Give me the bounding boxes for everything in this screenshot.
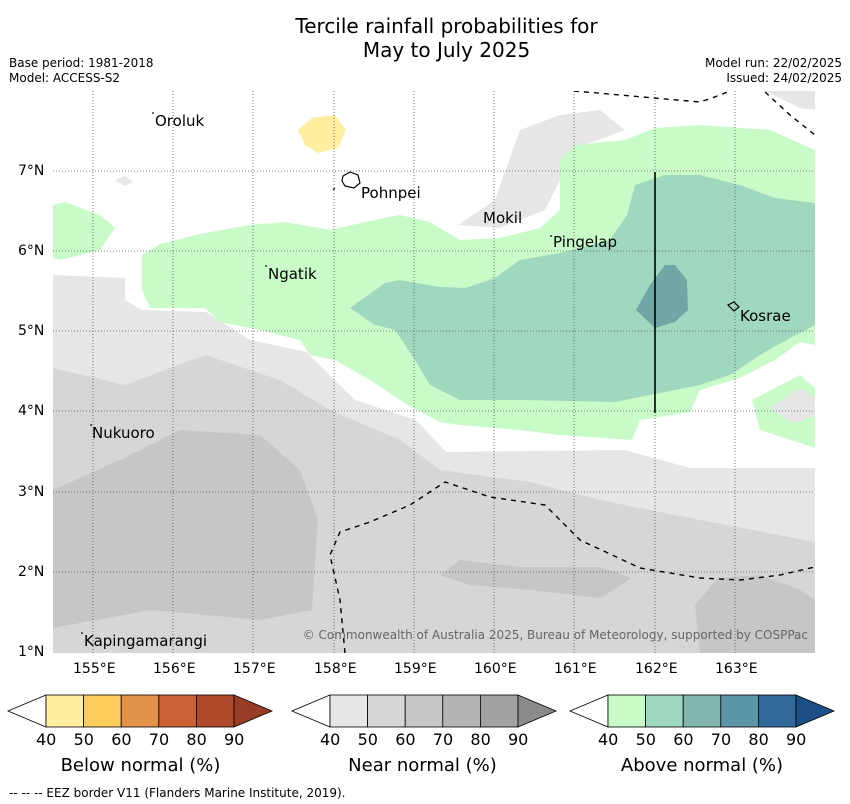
lat-label: 4°N [18,403,45,419]
lon-label: 160°E [474,661,517,677]
colorbar-below-normal [6,694,274,728]
colorbar-tick-label: 40 [598,730,619,749]
colorbar-segment [479,694,519,728]
colorbar-tick-label: 60 [395,730,416,749]
colorbar-segment [682,694,722,728]
lon-label: 155°E [73,661,116,677]
colorbars [6,694,836,728]
colorbar-segment [367,694,406,728]
colorbar-tick-label: 70 [710,730,732,749]
kosrae-island-icon [726,301,740,312]
pohnpei-island-icon [341,171,361,189]
colorbar-tick-label: 40 [320,730,341,749]
colorbar-segment [45,694,84,728]
colorbar-tick-label: 50 [357,730,378,749]
colorbar-tick-label: 80 [748,730,769,749]
colorbar-tick-label: 50 [73,730,94,749]
model-run-text: Model run: 22/02/2025 [704,56,842,70]
colorbar-tick-label: 60 [111,730,132,749]
near-normal-label: Near normal (%) [348,755,497,776]
lon-label: 162°E [635,661,678,677]
place-label-ngatik: Ngatik [268,265,317,283]
islet-icon [332,187,336,191]
colorbar-segment [120,694,160,728]
colorbar-tick-label: 90 [224,730,245,749]
colorbar-segment [758,694,797,728]
base-period-text: Base period: 1981-2018 [9,56,154,70]
colorbar-segment [83,694,122,728]
colorbar-near-normal [290,694,558,728]
colorbar-tick-label: 50 [635,730,656,749]
colorbar-tick-label: 60 [673,730,694,749]
eez-footnote: -- -- -- EEZ border V11 (Flanders Marine… [9,786,346,800]
place-label-nukuoro: Nukuoro [92,424,155,442]
colorbar-segment [290,694,331,728]
colorbar-segment [795,694,836,728]
lon-label: 156°E [153,661,196,677]
issued-text: Issued: 24/02/2025 [726,71,842,85]
colorbar-segment [517,694,558,728]
lat-label: 5°N [18,323,45,339]
place-label-pohnpei: Pohnpei [361,184,421,202]
probability-field [53,91,815,653]
place-label-mokil: Mokil [483,209,523,227]
colorbar-segment [195,694,235,728]
lat-label: 6°N [18,243,45,259]
island-outlines [332,171,740,312]
colorbar-segment [6,694,47,728]
colorbar-tick-label: 70 [432,730,454,749]
colorbar-segment [720,694,759,728]
eez-border [329,91,815,653]
colorbar-tick-label: 80 [186,730,207,749]
lon-label: 157°E [233,661,276,677]
lat-label: 3°N [18,484,45,500]
place-label-oroluk: Oroluk [155,112,205,130]
copyright-text: © Commonwealth of Australia 2025, Bureau… [302,628,808,642]
lon-label: 163°E [715,661,758,677]
map-title-line2: May to July 2025 [362,38,531,62]
colorbar-above-normal [568,694,836,728]
colorbar-segment [158,694,197,728]
colorbar-tick-label: 80 [470,730,491,749]
colorbar-segment [404,694,444,728]
lon-label: 158°E [314,661,357,677]
above-normal-label: Above normal (%) [620,755,784,776]
lon-label: 159°E [394,661,437,677]
colorbar-segment [607,694,646,728]
model-text: Model: ACCESS-S2 [9,71,121,85]
lon-label: 161°E [554,661,597,677]
lat-label: 1°N [18,644,45,660]
lat-label: 2°N [18,564,45,580]
colorbar-segment [645,694,684,728]
colorbar-segment [329,694,368,728]
place-label-kosrae: Kosrae [740,307,791,325]
place-label-kapingamarangi: Kapingamarangi [84,632,208,650]
colorbar-tick-label: 90 [786,730,807,749]
below-normal-label: Below normal (%) [60,755,221,776]
map-title-line1: Tercile rainfall probabilities for [295,14,598,38]
colorbar-tick-label: 40 [36,730,57,749]
lat-label: 7°N [18,163,45,179]
colorbar-segment [442,694,481,728]
island-dots [81,112,552,634]
colorbar-segment [233,694,274,728]
colorbar-tick-label: 70 [148,730,170,749]
colorbar-segment [568,694,609,728]
place-label-pingelap: Pingelap [553,233,618,251]
colorbar-tick-label: 90 [508,730,529,749]
